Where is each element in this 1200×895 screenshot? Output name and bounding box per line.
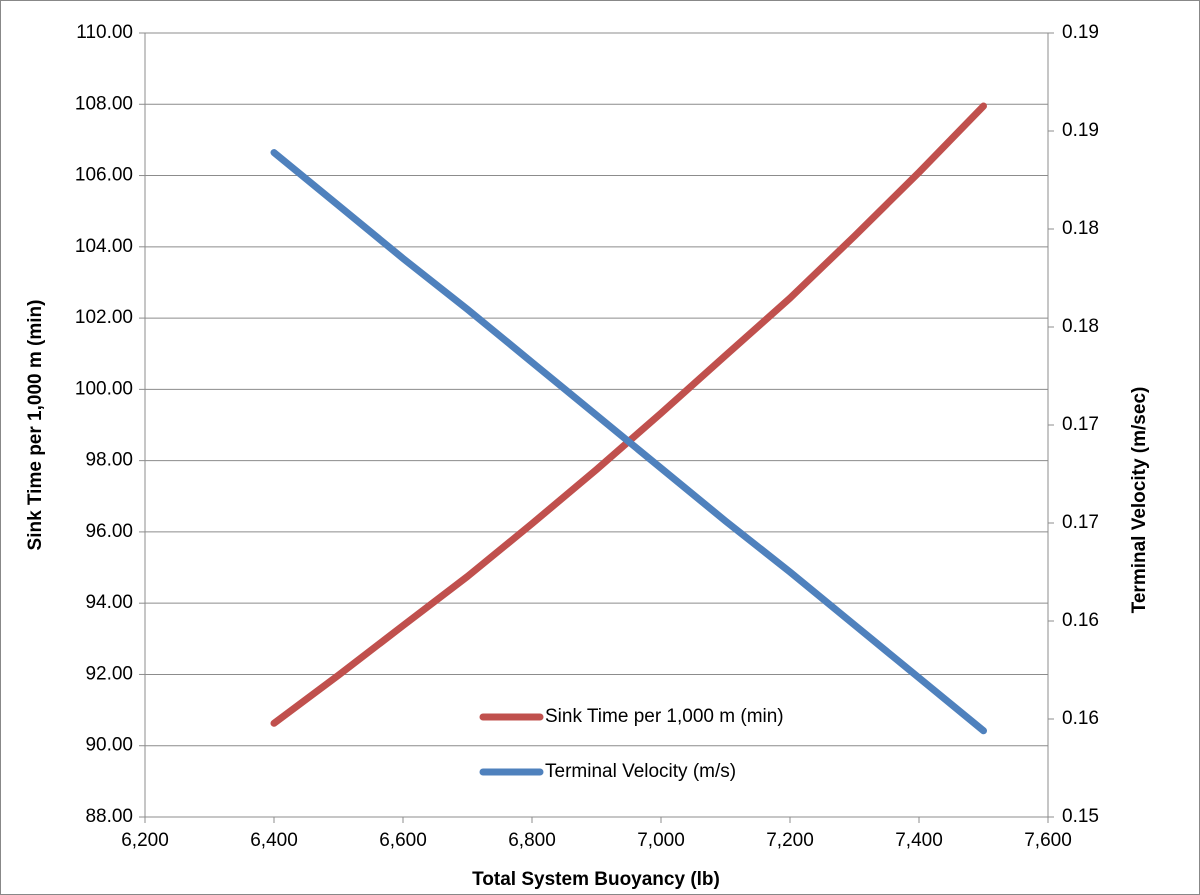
y-tick-label: 100.00: [75, 378, 133, 399]
y-tick-label: 90.00: [85, 735, 133, 756]
y-tick-label: 110.00: [76, 22, 133, 43]
y-tick-label: 96.00: [85, 521, 133, 542]
y2-tick-label: 0.19: [1062, 22, 1099, 43]
y-tick-label: 102.00: [75, 307, 133, 328]
y2-tick-label: 0.17: [1062, 512, 1099, 533]
y-tick-label: 104.00: [75, 236, 133, 257]
x-axis-title: Total System Buoyancy (lb): [472, 869, 720, 890]
y2-tick-label: 0.18: [1062, 316, 1099, 337]
y-axis-title: Sink Time per 1,000 m (min): [25, 300, 46, 551]
x-tick-label: 6,800: [508, 830, 556, 851]
legend-label: Terminal Velocity (m/s): [545, 761, 736, 782]
legend-label: Sink Time per 1,000 m (min): [545, 706, 784, 727]
x-tick-label: 7,600: [1024, 830, 1072, 851]
y2-tick-label: 0.16: [1062, 610, 1099, 631]
x-tick-label: 6,600: [379, 830, 427, 851]
x-tick-label: 6,200: [121, 830, 169, 851]
y2-axis-title: Terminal Velocity (m/sec): [1129, 387, 1150, 614]
y-tick-label: 92.00: [85, 663, 133, 684]
x-tick-label: 7,200: [766, 830, 814, 851]
y-tick-label: 108.00: [75, 93, 133, 114]
y2-tick-label: 0.18: [1062, 218, 1099, 239]
y-tick-label: 88.00: [85, 806, 133, 827]
x-tick-label: 7,000: [637, 830, 685, 851]
y-tick-label: 98.00: [85, 450, 133, 471]
x-tick-label: 6,400: [250, 830, 298, 851]
y2-tick-label: 0.17: [1062, 414, 1099, 435]
y-tick-label: 94.00: [85, 592, 133, 613]
y2-tick-label: 0.16: [1062, 708, 1099, 729]
y2-tick-label: 0.15: [1062, 806, 1099, 827]
y2-tick-label: 0.19: [1062, 120, 1099, 141]
y-tick-label: 106.00: [75, 165, 133, 186]
x-tick-label: 7,400: [895, 830, 943, 851]
series-line: [270, 149, 987, 735]
